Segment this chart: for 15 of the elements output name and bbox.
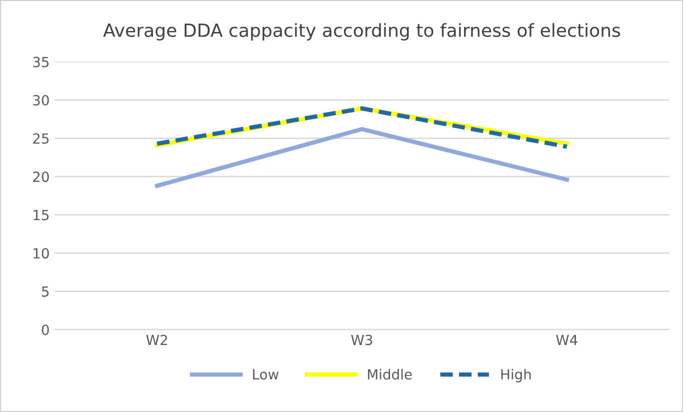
- y-tick-label: 35: [33, 56, 49, 68]
- y-tick-label: 0: [42, 324, 49, 336]
- x-tick-label: W2: [146, 334, 167, 346]
- chart-title: Average DDA cappacity according to fairness of elections: [103, 23, 620, 41]
- legend-label: Low: [253, 369, 279, 380]
- legend-label: High: [501, 368, 531, 382]
- y-tick-label: 20: [33, 172, 49, 182]
- y-tick-label: 30: [33, 95, 49, 106]
- y-tick-label: 25: [33, 133, 49, 144]
- legend-label: Middle: [368, 368, 412, 380]
- x-tick-label: W4: [556, 334, 578, 346]
- y-tick-label: 15: [34, 210, 49, 220]
- x-tick-label: W3: [351, 334, 372, 346]
- y-tick-label: 5: [42, 286, 49, 297]
- y-tick-label: 10: [34, 248, 49, 259]
